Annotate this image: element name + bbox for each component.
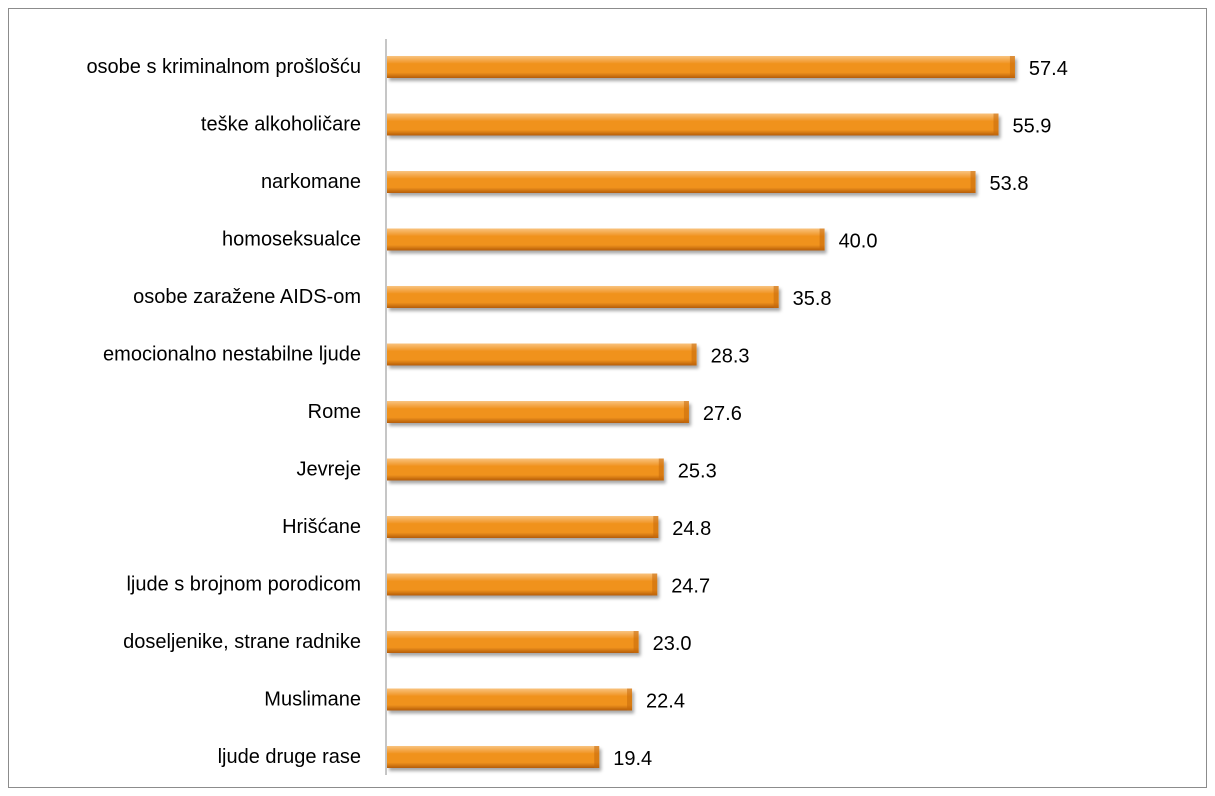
bar	[387, 56, 1015, 78]
bars-layer	[387, 56, 1015, 768]
bar	[387, 113, 999, 136]
bar	[387, 573, 658, 596]
bar-chart: osobe s kriminalnom prošlošću teške alkoh…	[86, 39, 1068, 775]
bar-body	[387, 458, 664, 481]
category-label: emocionalno nestabilne ljude	[103, 344, 361, 366]
bar	[387, 516, 659, 538]
category-label: ljude s brojnom porodicom	[126, 574, 361, 596]
value-label: 24.7	[671, 576, 710, 598]
value-label: 24.8	[672, 518, 711, 540]
bar-body	[387, 228, 825, 251]
category-label: ljude druge rase	[218, 746, 361, 768]
bar	[387, 688, 633, 711]
bar-end-cap	[652, 573, 658, 596]
bar-end-cap	[691, 343, 697, 366]
bar-end-cap	[773, 286, 779, 308]
labels-layer: osobe s kriminalnom prošlošću teške alkoh…	[86, 56, 361, 768]
bar-body	[387, 631, 639, 653]
bar-body	[387, 113, 999, 136]
value-label: 27.6	[703, 403, 742, 425]
bar-body	[387, 286, 779, 308]
bar-end-cap	[633, 631, 639, 653]
bar-body	[387, 746, 600, 768]
value-label: 22.4	[646, 691, 685, 713]
bar-body	[387, 688, 633, 711]
bar-end-cap	[1009, 56, 1015, 78]
bar-body	[387, 573, 658, 596]
value-label: 53.8	[990, 173, 1029, 195]
bar-body	[387, 516, 659, 538]
bar-body	[387, 343, 697, 366]
bar-end-cap	[819, 228, 825, 251]
chart-frame: osobe s kriminalnom prošlošću teške alkoh…	[8, 8, 1207, 788]
bar	[387, 286, 779, 308]
value-label: 19.4	[613, 748, 652, 770]
values-layer: 57.4 55.9 53.8 40.0 35.8 28.3 27.6 25.3 24.8 24.7…	[613, 58, 1068, 770]
bar	[387, 746, 600, 768]
value-label: 35.8	[793, 288, 832, 310]
bar-end-cap	[683, 401, 689, 423]
bar	[387, 228, 825, 251]
bar-end-cap	[970, 171, 976, 193]
category-label: Hrišćane	[282, 516, 361, 538]
bar-body	[387, 56, 1015, 78]
value-label: 55.9	[1013, 116, 1052, 138]
value-label: 40.0	[839, 231, 878, 253]
bar-end-cap	[658, 458, 664, 481]
value-label: 28.3	[711, 346, 750, 368]
bar-body	[387, 171, 976, 193]
category-label: narkomane	[261, 171, 361, 193]
category-label: homoseksualce	[222, 229, 361, 251]
bar	[387, 171, 976, 193]
category-label: Jevreje	[297, 459, 361, 481]
bar	[387, 401, 689, 423]
bar	[387, 631, 639, 653]
value-label: 25.3	[678, 461, 717, 483]
bar-end-cap	[627, 688, 633, 711]
bar-end-cap	[993, 113, 999, 136]
category-label: doseljenike, strane radnike	[123, 631, 361, 653]
category-label: teške alkoholičare	[201, 114, 361, 136]
category-label: Rome	[308, 401, 361, 423]
category-label: osobe s kriminalnom prošlošću	[86, 56, 361, 78]
bar-end-cap	[653, 516, 659, 538]
bar	[387, 343, 697, 366]
value-label: 57.4	[1029, 58, 1068, 80]
category-label: osobe zaražene AIDS-om	[133, 286, 361, 308]
value-label: 23.0	[653, 633, 692, 655]
category-label: Muslimane	[264, 689, 361, 711]
bar-end-cap	[594, 746, 600, 768]
bar	[387, 458, 664, 481]
bar-body	[387, 401, 689, 423]
